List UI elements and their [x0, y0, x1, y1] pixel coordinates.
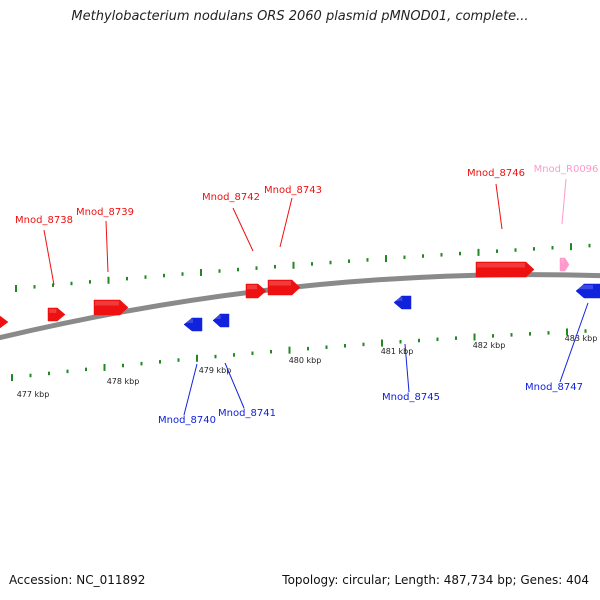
- gene-label[interactable]: Mnod_8747: [525, 382, 583, 393]
- gene-highlight: [269, 281, 291, 286]
- gene-label[interactable]: Mnod_8743: [264, 185, 322, 196]
- scale-label: 478 kbp: [107, 377, 140, 386]
- gene-glyph-unlabeled-arrow: [93, 299, 129, 316]
- scale-label: 480 kbp: [289, 356, 322, 365]
- scale-label: 477 kbp: [17, 390, 50, 399]
- gene-mnod-8742-arrow: [245, 283, 267, 299]
- gene-leader-line: [404, 343, 410, 393]
- gene-label[interactable]: Mnod_8746: [467, 168, 525, 179]
- gene-mnod-8743[interactable]: [267, 279, 301, 296]
- gene-highlight: [214, 315, 221, 319]
- gene-mnod-8746-arrow: [475, 261, 535, 278]
- gene-label[interactable]: Mnod_8741: [218, 408, 276, 419]
- gene-mnod-8738[interactable]: [0, 315, 9, 329]
- gene-label[interactable]: Mnod_8745: [382, 392, 440, 403]
- gene-mnod-r0096[interactable]: [559, 257, 570, 272]
- gene-mnod-r0096-arrow: [559, 257, 570, 272]
- gene-mnod-8739-arrow: [47, 307, 66, 322]
- gene-mnod-8739[interactable]: [47, 307, 66, 322]
- genome-summary-text: Topology: circular; Length: 487,734 bp; …: [282, 573, 589, 587]
- gene-highlight: [247, 285, 257, 290]
- gene-mnod-8747[interactable]: [575, 283, 600, 299]
- gene-leader-line: [183, 363, 198, 416]
- gene-mnod-8741-arrow: [212, 313, 230, 328]
- gene-label[interactable]: Mnod_8738: [15, 215, 73, 226]
- gene-label[interactable]: Mnod_8740: [158, 415, 216, 426]
- gene-mnod-8746[interactable]: [475, 261, 535, 278]
- gene-highlight: [577, 285, 593, 290]
- gene-leader-line: [279, 197, 293, 248]
- gene-highlight: [561, 259, 564, 263]
- accession-text: Accession: NC_011892: [9, 573, 146, 587]
- gene-leader-line: [495, 183, 503, 230]
- gene-leader-line: [232, 207, 254, 252]
- gene-mnod-8740-arrow: [183, 317, 203, 332]
- gene-mnod-8745[interactable]: [393, 295, 412, 310]
- genome-backbone: [0, 272, 600, 341]
- forward-tick-track: [15, 243, 591, 293]
- gene-mnod-8747-arrow: [575, 283, 600, 299]
- scale-label: 479 kbp: [199, 366, 232, 375]
- gene-mnod-8742[interactable]: [245, 283, 267, 299]
- gene-mnod-8743-arrow: [267, 279, 301, 296]
- gene-label[interactable]: Mnod_8739: [76, 207, 134, 218]
- gene-highlight: [395, 297, 403, 301]
- gene-leader-line: [561, 178, 567, 225]
- gene-leader-line: [43, 229, 55, 286]
- gene-mnod-8738-arrow: [0, 315, 9, 329]
- reverse-tick-track: [11, 328, 587, 382]
- gene-mnod-8741[interactable]: [212, 313, 230, 328]
- map-title: Methylobacterium nodulans ORS 2060 plasm…: [71, 9, 529, 24]
- gene-leader-line: [559, 302, 589, 383]
- gene-highlight: [49, 309, 57, 313]
- scale-label: 483 kbp: [565, 334, 598, 343]
- gene-mnod-8740[interactable]: [183, 317, 203, 332]
- gene-highlight: [185, 319, 193, 323]
- gene-highlight: [95, 301, 119, 306]
- gene-leader-line: [224, 362, 245, 409]
- gene-glyph-unlabeled[interactable]: [93, 299, 129, 316]
- gene-label[interactable]: Mnod_8742: [202, 192, 260, 203]
- scale-label: 481 kbp: [381, 347, 414, 356]
- gene-leader-line: [105, 220, 109, 273]
- scale-labels: 477 kbp 478 kbp 479 kbp 480 kbp 481 kbp 482 k…: [17, 334, 598, 399]
- scale-label: 482 kbp: [473, 341, 506, 350]
- gene-mnod-8745-arrow: [393, 295, 412, 310]
- gene-label[interactable]: Mnod_R0096: [534, 164, 599, 175]
- gene-highlight: [477, 263, 525, 268]
